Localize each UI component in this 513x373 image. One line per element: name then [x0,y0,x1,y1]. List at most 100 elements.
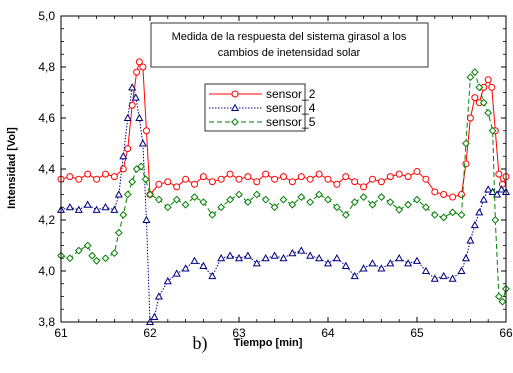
data-point [244,173,252,181]
data-point [350,271,359,280]
data-point [498,180,506,188]
data-point [462,160,470,168]
data-point [475,83,484,92]
data-point [135,113,144,122]
data-point [199,198,208,207]
data-point [135,58,143,66]
panel-label: b) [193,333,208,354]
y-tick-label: 4,8 [38,60,55,74]
data-point [413,195,421,204]
data-point [351,178,359,186]
data-point [368,200,377,209]
data-point [488,83,496,91]
data-point [404,173,412,181]
data-point [65,254,74,263]
data-point [101,254,110,263]
data-point [279,195,288,204]
data-point [131,93,140,101]
data-point [252,259,261,267]
legend-marker [230,103,240,112]
data-point [359,193,368,201]
legend-item: sensor_5 [209,115,316,129]
chart-title-line-1: Medida de la respuesta del sistema giras… [172,31,407,43]
data-point [253,178,261,186]
data-point [235,190,243,199]
data-point [163,276,172,285]
data-point [163,203,172,212]
data-point [234,254,244,262]
y-tick-label: 5,0 [38,9,55,23]
plot-frame [60,15,507,323]
data-point [88,251,97,260]
data-point [333,180,341,188]
data-point [119,152,128,160]
x-tick-label: 63 [232,326,246,340]
y-tick-label: 4,4 [38,162,55,176]
data-point [83,241,92,250]
data-point [297,173,305,181]
data-point [377,264,386,272]
data-point [341,261,350,269]
data-point [324,175,332,183]
data-point [484,108,493,117]
data-point [462,139,470,148]
data-point [470,220,479,229]
data-point [297,193,306,201]
data-point [494,292,503,301]
y-tick-label: 4,0 [38,264,55,278]
data-point [395,254,404,262]
data-point [421,203,430,212]
data-point [359,264,368,272]
data-point [74,205,83,213]
data-point [440,191,448,198]
data-point [262,170,270,178]
data-point [466,236,475,244]
data-point [74,246,83,255]
x-axis-label: Tiempo [min] [234,337,303,349]
data-point [306,175,314,183]
data-point [102,170,109,178]
data-point [199,173,207,181]
data-point [315,190,324,199]
data-point [124,145,132,153]
data-point [270,203,279,212]
data-point [421,266,430,275]
data-point [488,126,497,135]
data-point [190,256,199,264]
data-point [172,269,181,277]
legend-marker [231,118,239,126]
data-point [439,271,448,280]
x-tick-label: 64 [321,326,335,340]
data-point [342,173,350,181]
data-point [208,271,217,280]
data-point [350,198,359,207]
data-point [369,175,376,183]
chart-title-line-2: cambios de inetensidad solar [218,47,361,59]
data-point [412,256,422,264]
data-point [155,180,163,188]
data-point [430,210,439,219]
data-point [114,228,123,237]
data-point [306,251,315,259]
x-tick-label: 62 [143,326,157,340]
legend-item: sensor_4 [209,101,316,115]
y-tick-label: 4,2 [38,213,55,227]
data-point [377,193,386,201]
data-point [208,178,216,186]
data-point [288,178,296,186]
data-point [119,210,128,219]
data-point [172,195,181,204]
data-point [271,175,279,183]
data-point [332,254,341,262]
data-point [128,177,137,186]
data-point [495,170,503,178]
data-point [386,198,395,207]
data-point [261,195,270,204]
data-point [448,274,457,282]
data-point [458,191,465,198]
data-point [439,213,448,222]
data-point [142,127,150,135]
data-point [413,168,421,176]
data-point [137,162,146,171]
